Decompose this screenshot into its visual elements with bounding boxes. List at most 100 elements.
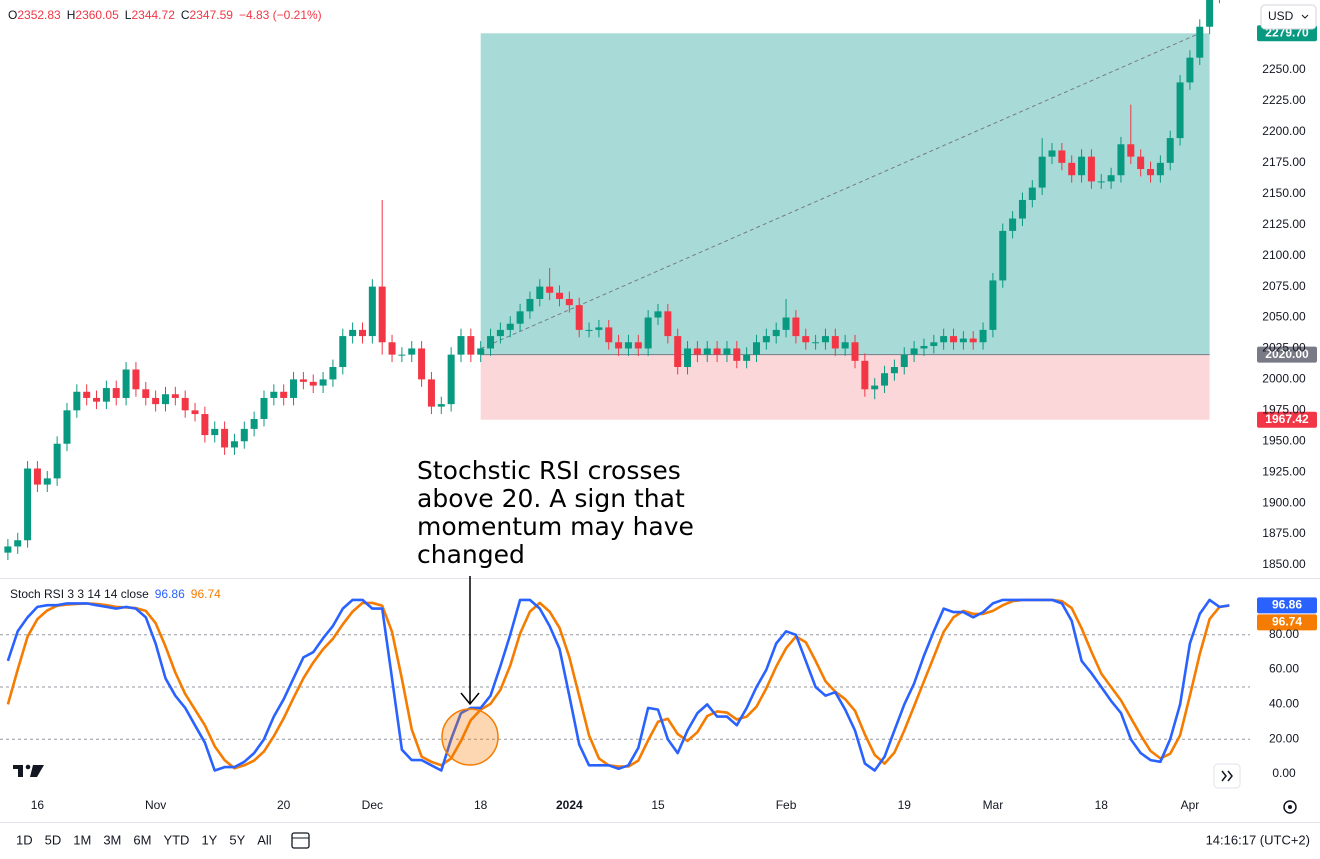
candle-body xyxy=(1186,57,1194,83)
y-tick-label: 2000.00 xyxy=(1262,372,1306,386)
y-tick-label: 2050.00 xyxy=(1262,310,1306,324)
scroll-button[interactable] xyxy=(1213,763,1241,789)
range-button[interactable]: 1D xyxy=(16,832,33,847)
candle-body xyxy=(1137,156,1145,170)
candle-body xyxy=(841,342,849,349)
y-tick-label: 1975.00 xyxy=(1262,403,1306,417)
candle-body xyxy=(713,348,721,355)
candle-body xyxy=(14,540,22,547)
y-tick-label: 20.00 xyxy=(1269,731,1299,745)
candle-body xyxy=(142,389,150,398)
candle-body xyxy=(221,428,229,448)
last-value-label: 96.74 xyxy=(1272,615,1302,629)
ohlc-key: C xyxy=(181,8,190,22)
candle-body xyxy=(585,329,593,331)
candle-body xyxy=(24,468,32,541)
candle-body xyxy=(309,381,317,386)
candle-body xyxy=(191,410,199,415)
range-button[interactable]: 1M xyxy=(73,832,91,847)
y-tick-label: 2025.00 xyxy=(1262,341,1306,355)
candle-body xyxy=(63,410,71,444)
candle-body xyxy=(753,342,761,355)
candle-body xyxy=(437,404,445,407)
settings-icon[interactable] xyxy=(1283,800,1297,814)
range-button[interactable]: 5D xyxy=(45,832,62,847)
candle-body xyxy=(1166,138,1174,163)
candle-body xyxy=(812,342,820,344)
candle-body xyxy=(890,367,898,374)
currency: USD xyxy=(1268,9,1294,23)
y-tick-label: 2125.00 xyxy=(1262,217,1306,231)
candle-body xyxy=(427,379,435,407)
indicator-title: Stoch RSI 3 3 14 14 close xyxy=(10,587,149,601)
candle-body xyxy=(654,311,662,318)
entry-label-bg xyxy=(1257,346,1317,363)
candle-body xyxy=(940,336,948,343)
candle-body xyxy=(989,280,997,330)
candle-body xyxy=(920,345,928,349)
currency-button[interactable]: USD xyxy=(1260,4,1317,30)
candle-body xyxy=(230,441,238,448)
range-button[interactable]: 5Y xyxy=(229,832,245,847)
candle-body xyxy=(1078,156,1086,176)
y-tick-label: 60.00 xyxy=(1269,662,1299,676)
ohlc-key: L xyxy=(125,8,132,22)
candle-body xyxy=(260,397,268,419)
x-tick-label: Nov xyxy=(145,798,166,812)
date-picker[interactable] xyxy=(291,832,310,849)
trade-path xyxy=(480,32,1200,350)
range-button[interactable]: All xyxy=(257,832,272,847)
x-tick-label: 16 xyxy=(31,798,45,812)
candle-body xyxy=(674,336,682,368)
ohlc-legend: O2352.83 H2360.05 L2344.72 C2347.59 −4.83 (−… xyxy=(8,8,322,22)
clock: 14:16:17 (UTC+2) xyxy=(1206,832,1310,847)
candle-body xyxy=(644,317,652,349)
candle-body xyxy=(821,336,829,343)
ohlc-value: 2360.05 xyxy=(75,8,119,22)
candle-body xyxy=(1038,156,1046,188)
y-tick-label: 2075.00 xyxy=(1262,279,1306,293)
candle-body xyxy=(634,342,642,349)
range-button[interactable]: 3M xyxy=(103,832,121,847)
y-tick-label: 2100.00 xyxy=(1262,248,1306,262)
x-tick-label: 15 xyxy=(651,798,665,812)
candle-body xyxy=(900,354,908,368)
candle-body xyxy=(555,292,563,299)
candle-body xyxy=(703,348,711,355)
stoch-line xyxy=(6,598,1230,770)
candle-body xyxy=(358,329,366,337)
candle-body xyxy=(339,336,347,368)
candle-body xyxy=(83,391,91,398)
candle-body xyxy=(1176,82,1184,139)
range-button[interactable]: YTD xyxy=(163,832,189,847)
candle-body xyxy=(349,329,357,337)
tv-logo xyxy=(13,764,44,777)
candle-body xyxy=(782,317,790,330)
candle-body xyxy=(605,327,613,343)
candle-body xyxy=(152,397,160,405)
y-tick-label: 1950.00 xyxy=(1262,433,1306,447)
candle-body xyxy=(319,379,327,386)
candle-body xyxy=(43,478,51,485)
range-button[interactable]: 1Y xyxy=(201,832,217,847)
y-tick-label: 80.00 xyxy=(1269,627,1299,641)
candle-body xyxy=(506,323,514,330)
candle-body xyxy=(1058,150,1066,163)
candle-body xyxy=(496,329,504,337)
candle-body xyxy=(851,342,859,361)
candle-body xyxy=(171,394,179,398)
y-tick-label: 1875.00 xyxy=(1262,526,1306,540)
ohlc-value: 2347.59 xyxy=(190,8,234,22)
candle-body xyxy=(132,369,140,390)
candle-body xyxy=(329,367,337,380)
x-tick-label: 20 xyxy=(277,798,291,812)
candle-body xyxy=(792,317,800,337)
last-value-label-bg xyxy=(1257,614,1317,631)
candle-body xyxy=(378,286,386,343)
indicator-value: 96.86 xyxy=(155,587,185,601)
y-tick-label: 40.00 xyxy=(1269,697,1299,711)
range-button[interactable]: 6M xyxy=(133,832,151,847)
candle-body xyxy=(910,348,918,355)
x-tick-label: 18 xyxy=(474,798,488,812)
